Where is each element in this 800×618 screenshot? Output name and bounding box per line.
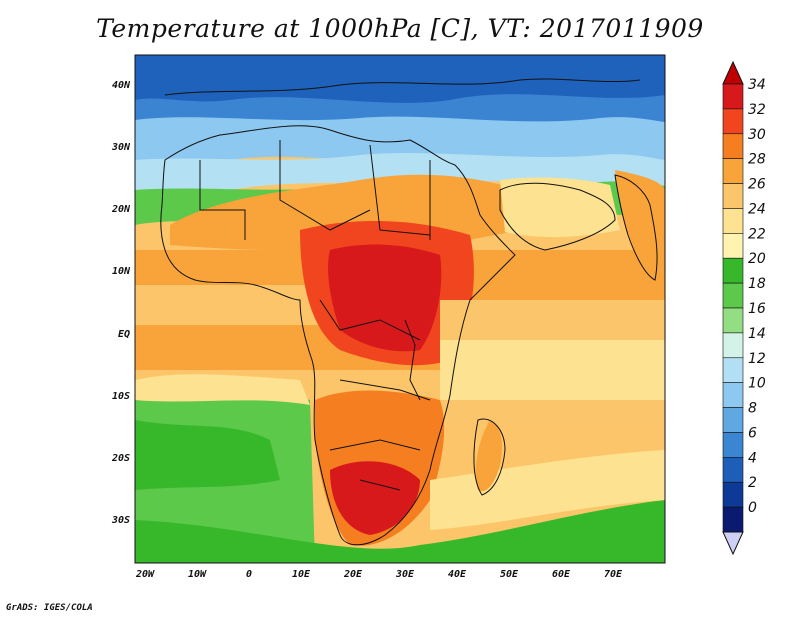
map-frame	[134, 54, 666, 564]
lat-label: 20N	[111, 204, 131, 215]
colorbar-label: 0	[748, 500, 757, 516]
colorbar-label: 28	[748, 152, 766, 168]
lon-label: 50E	[500, 569, 519, 580]
colorbar-cell	[722, 183, 744, 209]
lat-label: EQ	[118, 329, 130, 340]
colorbar-cell	[722, 282, 744, 309]
colorbar-cell	[722, 208, 744, 234]
colorbar-over-arrow	[722, 60, 744, 85]
colorbar-cell	[722, 257, 744, 284]
lon-label: 10E	[292, 569, 311, 580]
colorbar-cell	[722, 357, 744, 383]
lat-label: 30S	[111, 515, 130, 526]
chart-title: Temperature at 1000hPa [C], VT: 20170119…	[96, 14, 704, 43]
colorbar-label: 6	[748, 425, 757, 441]
colorbar-label: 34	[748, 77, 766, 93]
colorbar-cell	[722, 332, 744, 359]
colorbar-cell	[722, 457, 744, 483]
lon-label: 30E	[395, 569, 415, 580]
colorbar-label: 26	[748, 177, 766, 193]
colorbar-label: 24	[748, 201, 766, 217]
colorbar-under-arrow	[722, 531, 744, 556]
longitude-labels: 20W 10W 0 10E 20E 30E 40E 50E 60E 70E	[135, 569, 623, 580]
colorbar-label: 12	[748, 351, 766, 367]
lon-label: 20W	[135, 569, 155, 580]
colorbar-label: 22	[748, 226, 766, 242]
colorbar-label: 14	[748, 326, 766, 342]
colorbar-label: 18	[748, 276, 766, 292]
coastlines	[160, 78, 658, 546]
colorbar-cell	[722, 108, 744, 135]
colorbar-cell	[722, 382, 744, 408]
lon-label: 20E	[343, 569, 363, 580]
lat-label: 10N	[112, 266, 131, 277]
lon-label: 40E	[448, 569, 467, 580]
colorbar-cell	[722, 432, 744, 458]
colorbar-label: 32	[748, 102, 766, 118]
colorbar-cell	[722, 506, 744, 533]
lat-label: 20S	[111, 453, 130, 464]
colorbar-label: 8	[748, 401, 757, 417]
lat-label: 30N	[111, 142, 131, 153]
temperature-field	[135, 55, 665, 563]
lat-label: 10S	[112, 391, 130, 402]
colorbar-label: 20	[748, 251, 766, 267]
colorbar-label: 10	[748, 376, 766, 392]
colorbar-cell	[722, 233, 744, 259]
latitude-labels: 40N 30N 20N 10N EQ 10S 20S 30S	[111, 80, 131, 526]
lon-label: 0	[246, 569, 252, 580]
colorbar-cell	[722, 307, 744, 334]
colorbar-label: 16	[748, 301, 766, 317]
colorbar-cell	[722, 158, 744, 184]
colorbar-label: 4	[748, 450, 757, 466]
lat-label: 40N	[112, 80, 131, 91]
colorbar-cell	[722, 481, 744, 508]
colorbar-cells	[722, 83, 744, 533]
lon-label: 60E	[552, 569, 571, 580]
lon-label: 10W	[188, 569, 207, 580]
colorbar-cell	[722, 133, 744, 159]
credit-text: GrADS: IGES/COLA	[6, 603, 93, 613]
colorbar-label: 30	[748, 127, 766, 143]
colorbar-label: 2	[748, 475, 757, 491]
colorbar-cell	[722, 83, 744, 110]
lon-label: 70E	[604, 569, 623, 580]
colorbar-cell	[722, 407, 744, 433]
